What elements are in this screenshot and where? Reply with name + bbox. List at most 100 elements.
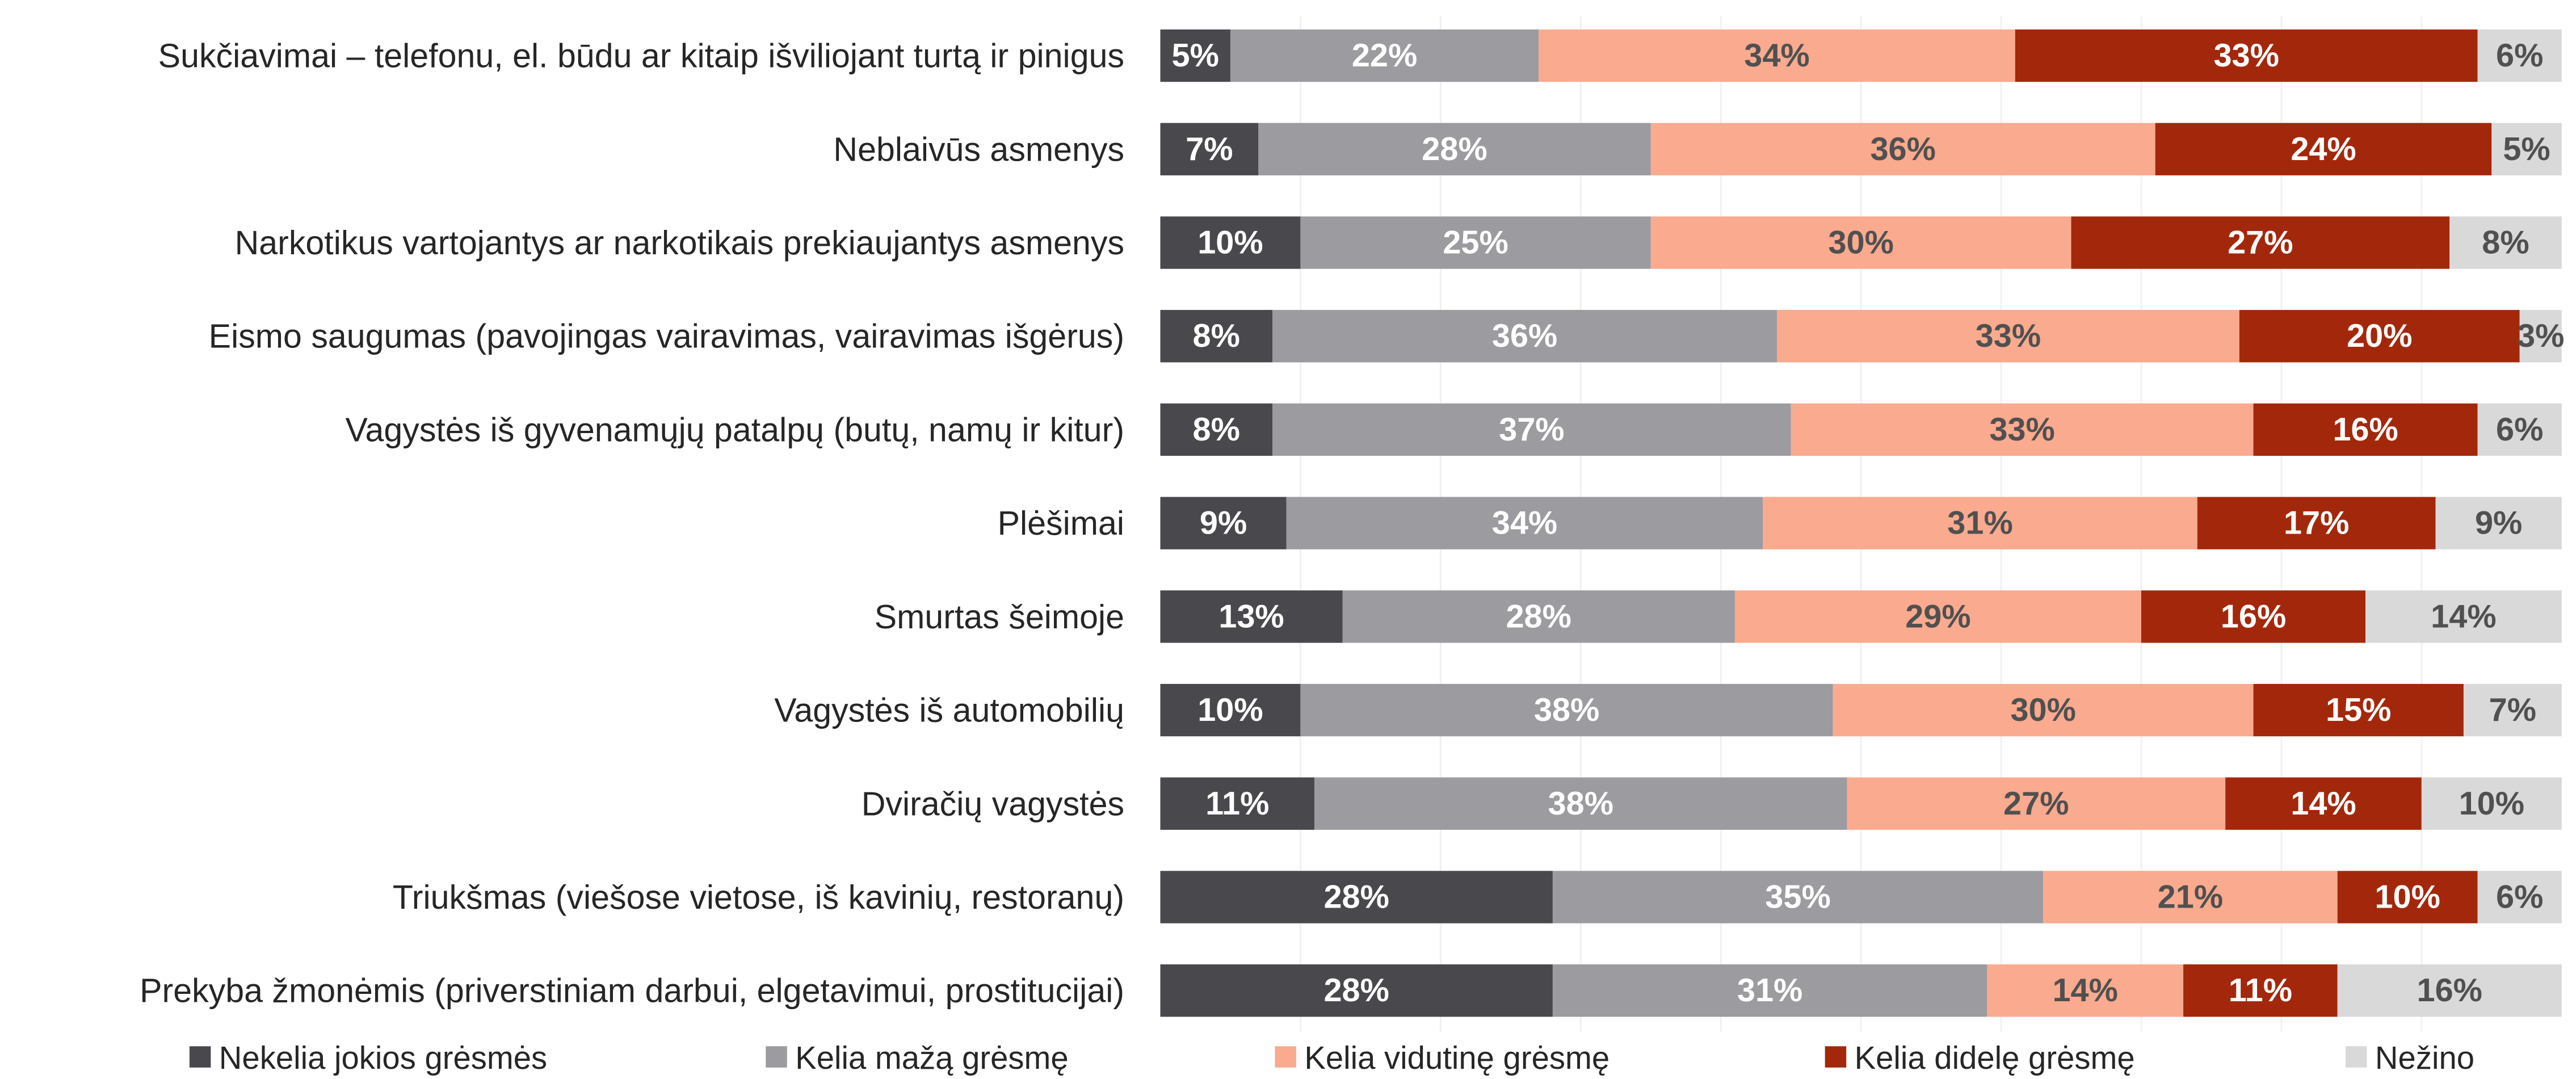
bar-segment [2155,123,2492,175]
value-label: 34% [1744,37,1809,74]
bar-segment [1160,216,1301,269]
value-label: 3% [2517,318,2564,354]
value-label: 15% [2326,692,2391,728]
value-label: 33% [1976,318,2041,354]
value-label: 8% [2482,225,2529,261]
bar-segment [2337,964,2562,1017]
bar-segment [2337,871,2478,923]
bar-segment [1160,403,1273,456]
bar-segment [1258,123,1651,175]
bar-segment [1552,964,1987,1017]
bar-segment [1734,590,2141,643]
value-label: 14% [2431,598,2496,635]
value-label: 29% [1905,598,1970,635]
bar-segment [1160,123,1259,175]
bar-segment [2183,964,2338,1017]
value-label: 37% [1499,412,1564,448]
value-label: 34% [1492,505,1557,541]
value-label: 14% [2291,786,2356,822]
value-label: 21% [2158,879,2223,916]
value-label: 5% [1172,37,1219,74]
value-label: 14% [2052,972,2117,1009]
value-label: 36% [1870,131,1935,167]
value-label: 31% [1947,505,2012,541]
legend-swatch [189,1046,211,1068]
bar-segment [1833,683,2254,737]
bar-segment [2239,310,2520,363]
value-label: 11% [1205,786,1269,822]
bar-segment [1286,497,1763,549]
value-label: 8% [1193,412,1240,448]
category-label: Neblaivūs asmenys [833,130,1124,168]
bar-segment [2477,29,2562,82]
legend-label: Nekelia jokios grėsmės [219,1040,547,1076]
legend-swatch [2345,1046,2367,1068]
legend-swatch [1275,1046,1296,1068]
value-label: 31% [1737,972,1802,1009]
category-label: Plėšimai [998,504,1124,542]
legend-label: Kelia vidutinę grėsmę [1304,1040,1610,1076]
bar-segment [2435,497,2562,549]
value-label: 28% [1323,972,1389,1009]
value-label: 9% [1200,505,1247,541]
bar-segment [1272,403,1791,456]
bar-segment [2421,777,2562,830]
value-label: 28% [1422,131,1487,167]
category-label: Narkotikus vartojantys ar narkotikais pr… [235,224,1124,262]
value-label: 22% [1352,37,1417,74]
bar-segment [1314,777,1847,830]
value-label: 36% [1492,318,1557,354]
bar-segment [2225,777,2422,830]
bar-segment [1160,777,1315,830]
value-label: 30% [1828,225,1893,261]
value-label: 28% [1506,598,1571,635]
bar-segment [2449,216,2562,269]
value-label: 10% [2375,879,2440,916]
category-label: Prekyba žmonėmis (priverstiniam darbui, … [140,972,1124,1010]
bar-segment [1539,29,2015,82]
bar-segment [2253,683,2464,737]
bar-segment [2463,683,2562,737]
bar-segment [1300,216,1651,269]
bar-segment [1552,871,2044,923]
value-label: 8% [1193,318,1240,354]
legend-swatch [1825,1046,1847,1068]
value-label: 28% [1323,879,1389,916]
value-label: 13% [1218,598,1284,635]
category-label: Vagystės iš automobilių [774,691,1124,729]
bar-segment [1160,310,1273,363]
value-label: 10% [1197,225,1263,261]
value-label: 27% [2003,786,2069,822]
value-label: 24% [2291,131,2356,167]
bar-segment [1160,683,1301,737]
legend-label: Nežino [2375,1040,2474,1076]
bar-segment [2365,590,2562,643]
bar-segment [2477,871,2562,923]
value-label: 30% [2010,692,2075,728]
value-label: 7% [1186,131,1233,167]
legend-label: Kelia didelę grėsmę [1855,1040,2135,1076]
category-label: Triukšmas (viešose vietose, iš kavinių, … [393,878,1124,916]
legend-label: Kelia mažą grėsmę [795,1040,1068,1076]
value-label: 17% [2284,505,2349,541]
bar-segment [2197,497,2436,549]
bar-segment [1847,777,2226,830]
bar-segment [1791,403,2254,456]
bar-segment [1650,216,2071,269]
bar-segment [2253,403,2478,456]
value-label: 10% [2459,786,2524,822]
bar-segment [1763,497,2197,549]
value-label: 16% [2333,412,2398,448]
bar-segment [1160,29,1230,82]
value-label: 6% [2496,37,2543,74]
value-label: 35% [1765,879,1830,916]
bar-segment [2491,123,2562,175]
value-label: 16% [2417,972,2482,1009]
value-label: 25% [1443,225,1508,261]
bar-segment [2043,871,2338,923]
value-label: 33% [1989,412,2054,448]
category-label: Eismo saugumas (pavojingas vairavimas, v… [209,317,1124,355]
bar-segment [1230,29,1539,82]
value-label: 38% [1548,786,1613,822]
bar-segment [1342,590,1735,643]
